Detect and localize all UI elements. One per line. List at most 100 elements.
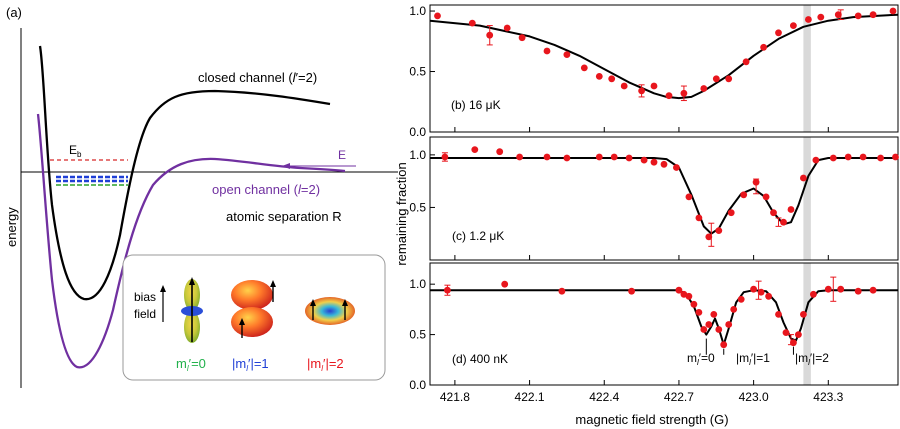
plot-panel-b: 0.0 0.5 1.0 bbox=[409, 4, 899, 139]
data-point bbox=[675, 286, 683, 294]
inset-m0-label: ml′=0 bbox=[176, 356, 206, 373]
data-point bbox=[710, 311, 718, 318]
data-point bbox=[673, 164, 680, 171]
data-point bbox=[700, 326, 708, 333]
data-point bbox=[695, 309, 703, 316]
data-point bbox=[817, 13, 825, 21]
data-point bbox=[543, 47, 551, 55]
data-point bbox=[859, 153, 867, 161]
data-point bbox=[790, 339, 797, 347]
data-point bbox=[638, 87, 645, 95]
data-point bbox=[834, 11, 842, 19]
y-tick-label: 1.0 bbox=[409, 277, 426, 291]
data-point bbox=[782, 329, 790, 336]
data-point bbox=[844, 153, 852, 161]
data-point bbox=[740, 191, 748, 199]
plot-panel-d: 0.0 0.5 1.0 421.8 422.1 422.4 422.7 423.0 423.3 bbox=[409, 262, 899, 404]
y-tick-label: 0.0 bbox=[409, 125, 426, 139]
shaded-band bbox=[803, 137, 811, 260]
data-point bbox=[737, 295, 745, 303]
data-point bbox=[503, 24, 511, 32]
shaded-band bbox=[803, 263, 811, 385]
data-point bbox=[775, 311, 782, 318]
data-point bbox=[795, 331, 802, 338]
data-point bbox=[877, 154, 884, 162]
data-point bbox=[695, 214, 703, 222]
data-point bbox=[869, 11, 877, 19]
data-point bbox=[810, 290, 817, 298]
inset-m1-label: |ml′|=1 bbox=[232, 356, 269, 373]
x-tick-label: 423.0 bbox=[739, 390, 769, 404]
energy-E-label: E bbox=[338, 148, 346, 162]
data-point bbox=[889, 7, 897, 15]
panel-a-label: (a) bbox=[6, 5, 22, 20]
data-point bbox=[610, 153, 618, 161]
y-tick-label: 1.0 bbox=[409, 4, 426, 18]
fit-curve bbox=[429, 13, 899, 100]
plot-frame bbox=[429, 262, 899, 386]
plot-panel-c: 0.5 1.0 bbox=[409, 136, 899, 261]
data-point bbox=[829, 154, 837, 162]
data-point bbox=[742, 58, 750, 66]
y-tick-label: 0.5 bbox=[409, 65, 426, 79]
data-point bbox=[715, 227, 723, 235]
data-point bbox=[837, 285, 845, 293]
data-point bbox=[558, 287, 566, 295]
data-point bbox=[757, 288, 765, 296]
x-tick-label: 422.1 bbox=[515, 390, 545, 404]
data-point bbox=[501, 280, 509, 288]
d-annot-m2: |ml′|=2 bbox=[795, 351, 829, 367]
data-point bbox=[486, 31, 494, 39]
data-point bbox=[471, 146, 479, 154]
data-point bbox=[790, 22, 797, 29]
bias-field-arrowhead bbox=[160, 285, 166, 292]
data-point bbox=[563, 154, 571, 162]
data-point bbox=[800, 311, 807, 318]
data-point bbox=[720, 341, 728, 349]
data-point bbox=[468, 19, 476, 27]
orbital-inset: bias field bbox=[122, 254, 386, 381]
data-point bbox=[869, 286, 877, 294]
data-point bbox=[625, 154, 633, 162]
y-tick-label: 0.0 bbox=[409, 378, 426, 392]
data-point bbox=[690, 300, 698, 308]
x-tick-label: 423.3 bbox=[813, 390, 843, 404]
data-point bbox=[775, 29, 782, 37]
y-tick-label: 0.5 bbox=[409, 200, 426, 214]
data-point bbox=[824, 285, 832, 293]
data-point bbox=[800, 174, 807, 182]
data-point bbox=[628, 287, 635, 295]
data-point bbox=[712, 75, 720, 83]
data-point bbox=[640, 156, 648, 164]
open-channel-curve bbox=[36, 113, 346, 369]
x-tick-label: 421.8 bbox=[440, 390, 470, 404]
data-point bbox=[770, 209, 777, 217]
x-axis-title: magnetic field strength (G) bbox=[575, 412, 728, 427]
separation-label: atomic separation R bbox=[226, 209, 342, 224]
data-point bbox=[685, 292, 693, 300]
remaining-fraction-label: remaining fraction bbox=[394, 162, 409, 265]
data-point bbox=[680, 89, 688, 97]
data-point bbox=[765, 292, 772, 300]
data-point bbox=[650, 82, 658, 90]
eb-label: Eb bbox=[69, 143, 82, 159]
data-point bbox=[595, 73, 603, 80]
data-point bbox=[580, 64, 588, 72]
data-point bbox=[727, 209, 735, 217]
orbital-m2-icon bbox=[305, 297, 355, 325]
panel-d-label: (d) 400 nK bbox=[452, 352, 508, 366]
panel-c-label: (c) 1.2 μK bbox=[452, 229, 504, 243]
orbital-m1-icon bbox=[231, 280, 276, 338]
data-point bbox=[660, 160, 668, 168]
orbital-m0-icon bbox=[181, 277, 203, 343]
data-point bbox=[595, 153, 603, 161]
closed-channel-curve bbox=[38, 45, 331, 301]
data-point bbox=[725, 321, 733, 328]
data-point bbox=[854, 287, 862, 295]
data-point bbox=[665, 92, 673, 100]
shaded-band bbox=[803, 5, 811, 132]
inset-m2-label: |ml′|=2 bbox=[307, 356, 344, 373]
data-point bbox=[725, 75, 733, 83]
data-point bbox=[700, 85, 708, 92]
